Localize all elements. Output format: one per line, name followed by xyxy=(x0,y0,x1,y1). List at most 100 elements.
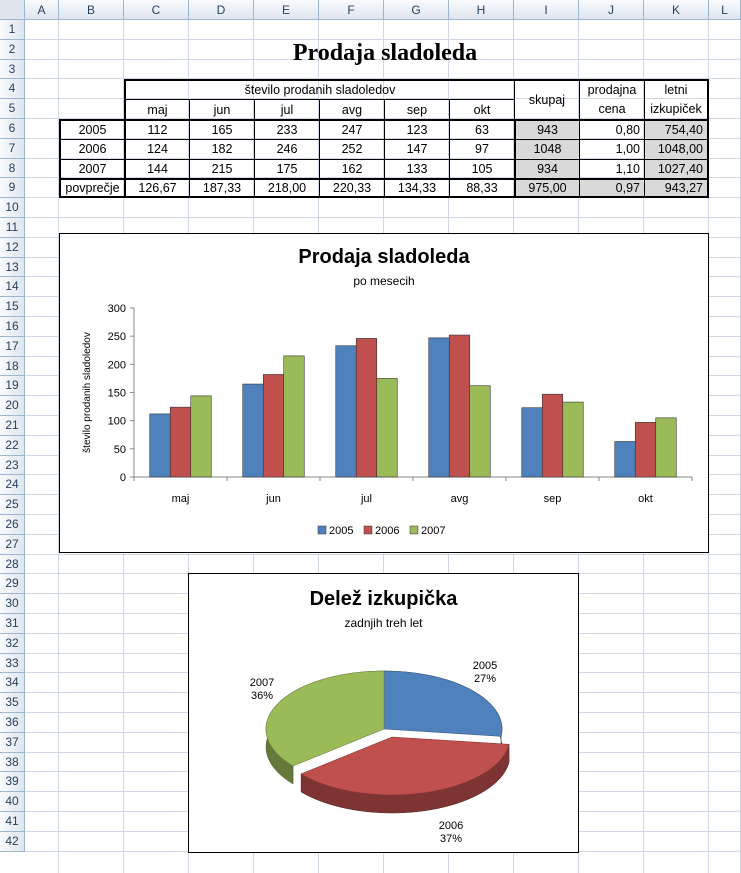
column-header-C[interactable]: C xyxy=(124,0,189,20)
table-value-cell[interactable]: 252 xyxy=(319,138,384,159)
row-header-17[interactable]: 17 xyxy=(0,336,25,357)
row-header-32[interactable]: 32 xyxy=(0,633,25,654)
table-value-cell[interactable]: 247 xyxy=(319,119,384,139)
column-header-L[interactable]: L xyxy=(709,0,741,20)
table-izkupicek-cell[interactable]: 1027,40 xyxy=(644,158,709,179)
pie-chart[interactable]: Delež izkupička zadnjih treh let 2005 27%… xyxy=(188,573,579,853)
table-month-header[interactable]: jun xyxy=(189,99,254,119)
row-header-7[interactable]: 7 xyxy=(0,138,25,159)
table-cena-header[interactable]: prodajna cena xyxy=(579,79,644,119)
table-value-cell[interactable]: 175 xyxy=(254,158,319,179)
column-header-H[interactable]: H xyxy=(449,0,514,20)
table-value-cell[interactable]: 215 xyxy=(189,158,254,179)
table-cena-cell[interactable]: 0,97 xyxy=(579,178,644,199)
table-row-label[interactable]: 2007 xyxy=(59,158,124,179)
row-header-41[interactable]: 41 xyxy=(0,812,25,832)
row-header-2[interactable]: 2 xyxy=(0,39,25,60)
row-header-42[interactable]: 42 xyxy=(0,831,25,852)
row-header-14[interactable]: 14 xyxy=(0,277,25,298)
table-value-cell[interactable]: 182 xyxy=(189,138,254,159)
row-header-29[interactable]: 29 xyxy=(0,574,25,595)
row-header-12[interactable]: 12 xyxy=(0,237,25,258)
table-value-cell[interactable]: 97 xyxy=(449,138,514,159)
table-izkupicek-cell[interactable]: 754,40 xyxy=(644,119,709,139)
row-header-34[interactable]: 34 xyxy=(0,673,25,694)
column-header-G[interactable]: G xyxy=(384,0,449,20)
row-header-31[interactable]: 31 xyxy=(0,614,25,634)
table-skupaj-cell[interactable]: 1048 xyxy=(514,138,579,159)
row-header-1[interactable]: 1 xyxy=(0,20,25,40)
table-row-label[interactable]: 2005 xyxy=(59,119,124,139)
table-value-cell[interactable]: 187,33 xyxy=(189,178,254,199)
row-header-25[interactable]: 25 xyxy=(0,495,25,515)
row-header-27[interactable]: 27 xyxy=(0,534,25,555)
table-value-cell[interactable]: 144 xyxy=(124,158,189,179)
row-header-33[interactable]: 33 xyxy=(0,653,25,674)
row-header-40[interactable]: 40 xyxy=(0,792,25,812)
table-row-label[interactable]: 2006 xyxy=(59,138,124,159)
table-cena-cell[interactable]: 1,00 xyxy=(579,138,644,159)
table-month-header[interactable]: avg xyxy=(319,99,384,119)
table-value-cell[interactable]: 233 xyxy=(254,119,319,139)
row-header-19[interactable]: 19 xyxy=(0,376,25,397)
table-group-header[interactable]: število prodanih sladoledov xyxy=(124,79,514,100)
row-header-9[interactable]: 9 xyxy=(0,178,25,199)
select-all-corner[interactable] xyxy=(0,0,25,20)
table-value-cell[interactable]: 220,33 xyxy=(319,178,384,199)
table-skupaj-cell[interactable]: 975,00 xyxy=(514,178,579,199)
row-header-3[interactable]: 3 xyxy=(0,59,25,80)
table-row-label[interactable]: povprečje xyxy=(59,178,124,199)
row-header-23[interactable]: 23 xyxy=(0,455,25,476)
table-izkupicek-cell[interactable]: 1048,00 xyxy=(644,138,709,159)
row-header-18[interactable]: 18 xyxy=(0,356,25,377)
column-header-B[interactable]: B xyxy=(59,0,124,20)
table-value-cell[interactable]: 123 xyxy=(384,119,449,139)
row-header-6[interactable]: 6 xyxy=(0,119,25,139)
column-header-F[interactable]: F xyxy=(319,0,384,20)
row-header-35[interactable]: 35 xyxy=(0,693,25,713)
row-header-15[interactable]: 15 xyxy=(0,297,25,317)
row-header-11[interactable]: 11 xyxy=(0,218,25,238)
row-header-5[interactable]: 5 xyxy=(0,99,25,119)
table-value-cell[interactable]: 63 xyxy=(449,119,514,139)
table-value-cell[interactable]: 112 xyxy=(124,119,189,139)
row-header-24[interactable]: 24 xyxy=(0,475,25,496)
row-header-13[interactable]: 13 xyxy=(0,257,25,278)
table-value-cell[interactable]: 124 xyxy=(124,138,189,159)
row-header-22[interactable]: 22 xyxy=(0,435,25,456)
row-header-8[interactable]: 8 xyxy=(0,158,25,179)
row-header-38[interactable]: 38 xyxy=(0,752,25,773)
table-value-cell[interactable]: 165 xyxy=(189,119,254,139)
column-header-E[interactable]: E xyxy=(254,0,319,20)
row-header-21[interactable]: 21 xyxy=(0,416,25,436)
table-month-header[interactable]: sep xyxy=(384,99,449,119)
bar-chart[interactable]: Prodaja sladoleda po mesecih 0 50 100 150 20… xyxy=(59,233,709,553)
row-header-20[interactable]: 20 xyxy=(0,396,25,416)
column-header-J[interactable]: J xyxy=(579,0,644,20)
table-izkupicek-header[interactable]: letni izkupiček xyxy=(644,79,709,119)
table-value-cell[interactable]: 105 xyxy=(449,158,514,179)
column-header-D[interactable]: D xyxy=(189,0,254,20)
column-header-K[interactable]: K xyxy=(644,0,709,20)
table-skupaj-cell[interactable]: 934 xyxy=(514,158,579,179)
table-value-cell[interactable]: 162 xyxy=(319,158,384,179)
table-value-cell[interactable]: 133 xyxy=(384,158,449,179)
row-header-28[interactable]: 28 xyxy=(0,554,25,575)
table-value-cell[interactable]: 88,33 xyxy=(449,178,514,199)
table-value-cell[interactable]: 218,00 xyxy=(254,178,319,199)
table-value-cell[interactable]: 147 xyxy=(384,138,449,159)
row-header-36[interactable]: 36 xyxy=(0,713,25,733)
row-header-4[interactable]: 4 xyxy=(0,79,25,100)
row-header-26[interactable]: 26 xyxy=(0,515,25,535)
column-header-I[interactable]: I xyxy=(514,0,579,20)
column-header-A[interactable]: A xyxy=(25,0,59,20)
table-month-header[interactable]: maj xyxy=(124,99,189,119)
table-value-cell[interactable]: 134,33 xyxy=(384,178,449,199)
table-value-cell[interactable]: 246 xyxy=(254,138,319,159)
row-header-10[interactable]: 10 xyxy=(0,198,25,218)
table-month-header[interactable]: jul xyxy=(254,99,319,119)
row-header-16[interactable]: 16 xyxy=(0,317,25,337)
table-cena-cell[interactable]: 0,80 xyxy=(579,119,644,139)
row-header-30[interactable]: 30 xyxy=(0,594,25,614)
